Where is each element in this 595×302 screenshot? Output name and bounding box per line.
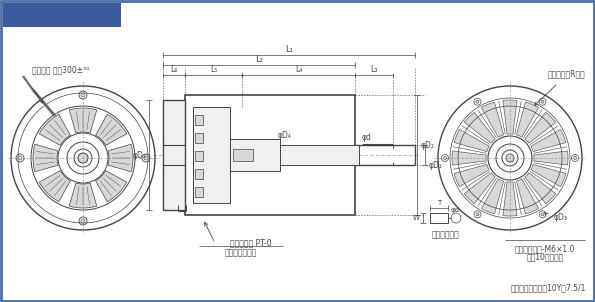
Text: 深き10（等分）: 深き10（等分） xyxy=(527,252,563,261)
Text: （キャップ付）: （キャップ付） xyxy=(225,249,257,258)
Text: φd: φd xyxy=(450,207,459,213)
Bar xyxy=(195,151,203,161)
Wedge shape xyxy=(452,151,486,165)
Text: L₂: L₂ xyxy=(255,56,263,65)
Wedge shape xyxy=(525,112,556,143)
Wedge shape xyxy=(531,130,566,152)
Bar xyxy=(230,139,280,171)
Wedge shape xyxy=(503,100,517,134)
Wedge shape xyxy=(516,179,538,214)
Text: ZKB-XN: ZKB-XN xyxy=(29,8,93,23)
Text: 取付用ねじ６-M6×1.0: 取付用ねじ６-M6×1.0 xyxy=(515,244,575,253)
Text: キー部寸法図: キー部寸法図 xyxy=(431,230,459,239)
Text: φD₄: φD₄ xyxy=(278,130,292,140)
Circle shape xyxy=(78,153,88,163)
Text: エア注入口 PT-0: エア注入口 PT-0 xyxy=(230,239,272,248)
Wedge shape xyxy=(39,171,70,202)
Wedge shape xyxy=(534,151,568,165)
Text: L₄: L₄ xyxy=(295,66,302,75)
Circle shape xyxy=(18,156,22,160)
Text: L₆: L₆ xyxy=(170,66,178,75)
Text: 塗装色：マンセル10Y　7.5/1: 塗装色：マンセル10Y 7.5/1 xyxy=(511,283,586,292)
Circle shape xyxy=(541,100,544,103)
Wedge shape xyxy=(39,114,70,145)
Circle shape xyxy=(443,156,446,159)
Text: φd: φd xyxy=(362,133,372,142)
Circle shape xyxy=(476,100,479,103)
Circle shape xyxy=(144,156,148,160)
Wedge shape xyxy=(454,164,489,187)
Text: φD₃: φD₃ xyxy=(554,214,568,223)
Text: φD₁: φD₁ xyxy=(429,160,443,169)
Bar xyxy=(195,115,203,125)
Circle shape xyxy=(574,156,577,159)
Text: L₃: L₃ xyxy=(370,66,378,75)
Bar xyxy=(195,133,203,143)
Wedge shape xyxy=(481,102,503,137)
Bar xyxy=(163,100,185,210)
Circle shape xyxy=(476,213,479,216)
Wedge shape xyxy=(454,130,489,152)
Bar xyxy=(193,107,230,203)
Circle shape xyxy=(81,93,85,97)
Text: φD₂: φD₂ xyxy=(421,140,435,149)
Text: φD₂: φD₂ xyxy=(133,150,147,159)
Wedge shape xyxy=(525,173,556,204)
Bar xyxy=(430,213,448,223)
Wedge shape xyxy=(464,112,495,143)
Text: L₁: L₁ xyxy=(285,46,293,54)
Wedge shape xyxy=(516,102,538,137)
Wedge shape xyxy=(503,182,517,216)
Bar xyxy=(195,169,203,179)
Text: T: T xyxy=(437,200,441,206)
Text: リード線 長さ300±³⁰: リード線 長さ300±³⁰ xyxy=(32,66,90,75)
Bar xyxy=(185,95,355,215)
Bar xyxy=(195,187,203,197)
Circle shape xyxy=(506,154,514,162)
Text: L₅: L₅ xyxy=(210,66,217,75)
Text: リード線: リード線 xyxy=(193,115,210,122)
Circle shape xyxy=(81,219,85,223)
Text: W: W xyxy=(412,215,419,221)
Bar xyxy=(3,3,121,27)
Wedge shape xyxy=(531,164,566,187)
Wedge shape xyxy=(69,108,97,133)
Circle shape xyxy=(541,213,544,216)
Bar xyxy=(233,149,253,161)
Wedge shape xyxy=(96,171,127,202)
Bar xyxy=(280,145,359,165)
Wedge shape xyxy=(33,144,58,172)
Wedge shape xyxy=(108,144,133,172)
Wedge shape xyxy=(96,114,127,145)
Wedge shape xyxy=(464,173,495,204)
Text: キー止め用Rねじ: キー止め用Rねじ xyxy=(547,69,585,78)
Wedge shape xyxy=(69,183,97,208)
Wedge shape xyxy=(481,179,503,214)
